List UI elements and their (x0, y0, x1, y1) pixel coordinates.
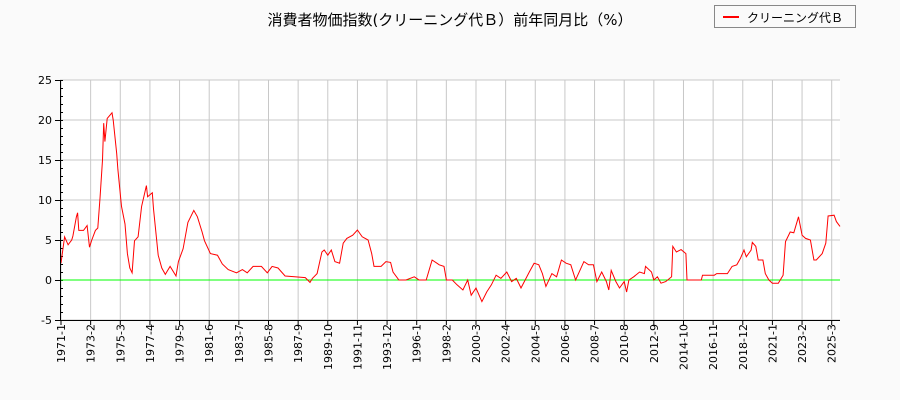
x-tick-label: 1977-4 (144, 324, 157, 363)
x-tick-label: 1998-2 (440, 324, 453, 363)
x-tick-label: 1971-1 (55, 324, 68, 363)
x-tick-label: 1989-10 (322, 324, 335, 370)
x-tick-label: 1991-11 (351, 324, 364, 370)
x-tick-label: 2016-11 (707, 324, 720, 370)
x-tick-label: 2006-6 (559, 324, 572, 363)
y-tick-label: -5 (41, 314, 52, 327)
x-tick-label: 2010-8 (618, 324, 631, 363)
y-tick-label: 5 (45, 234, 52, 247)
x-tick-label: 1973-2 (85, 324, 98, 363)
x-tick-label: 2021-1 (766, 324, 779, 363)
x-tick-label: 2014-10 (677, 324, 690, 370)
y-tick-label: 15 (38, 154, 52, 167)
legend: クリーニング代Ｂ (714, 5, 856, 28)
x-tick-label: 1975-3 (114, 324, 127, 363)
x-tick-label: 1993-12 (381, 324, 394, 370)
x-tick-label: 1985-8 (262, 324, 275, 363)
legend-label: クリーニング代Ｂ (747, 11, 844, 25)
x-tick-label: 2000-3 (470, 324, 483, 363)
y-tick-label: 25 (38, 74, 52, 87)
series-line (60, 111, 841, 303)
x-tick-label: 1979-5 (174, 324, 187, 363)
x-tick-label: 2004-5 (529, 324, 542, 363)
x-tick-label: 1996-1 (411, 324, 424, 363)
x-tick-label: 2008-7 (589, 324, 602, 363)
x-tick-label: 1981-6 (203, 324, 216, 363)
x-tick-label: 2025-3 (826, 324, 839, 363)
chart-title: 消費者物価指数(クリーニング代Ｂ）前年同月比（%） (267, 11, 633, 29)
y-tick-label: 0 (45, 274, 52, 287)
x-tick-label: 2002-4 (500, 324, 513, 363)
x-tick-label: 2023-2 (796, 324, 809, 363)
y-tick-label: 10 (38, 194, 52, 207)
y-tick-label: 20 (38, 114, 52, 127)
legend-swatch (723, 16, 739, 18)
x-tick-label: 2018-12 (737, 324, 750, 370)
x-tick-label: 1987-9 (292, 324, 305, 363)
x-tick-label: 1983-7 (233, 324, 246, 363)
x-tick-label: 2012-9 (648, 324, 661, 363)
